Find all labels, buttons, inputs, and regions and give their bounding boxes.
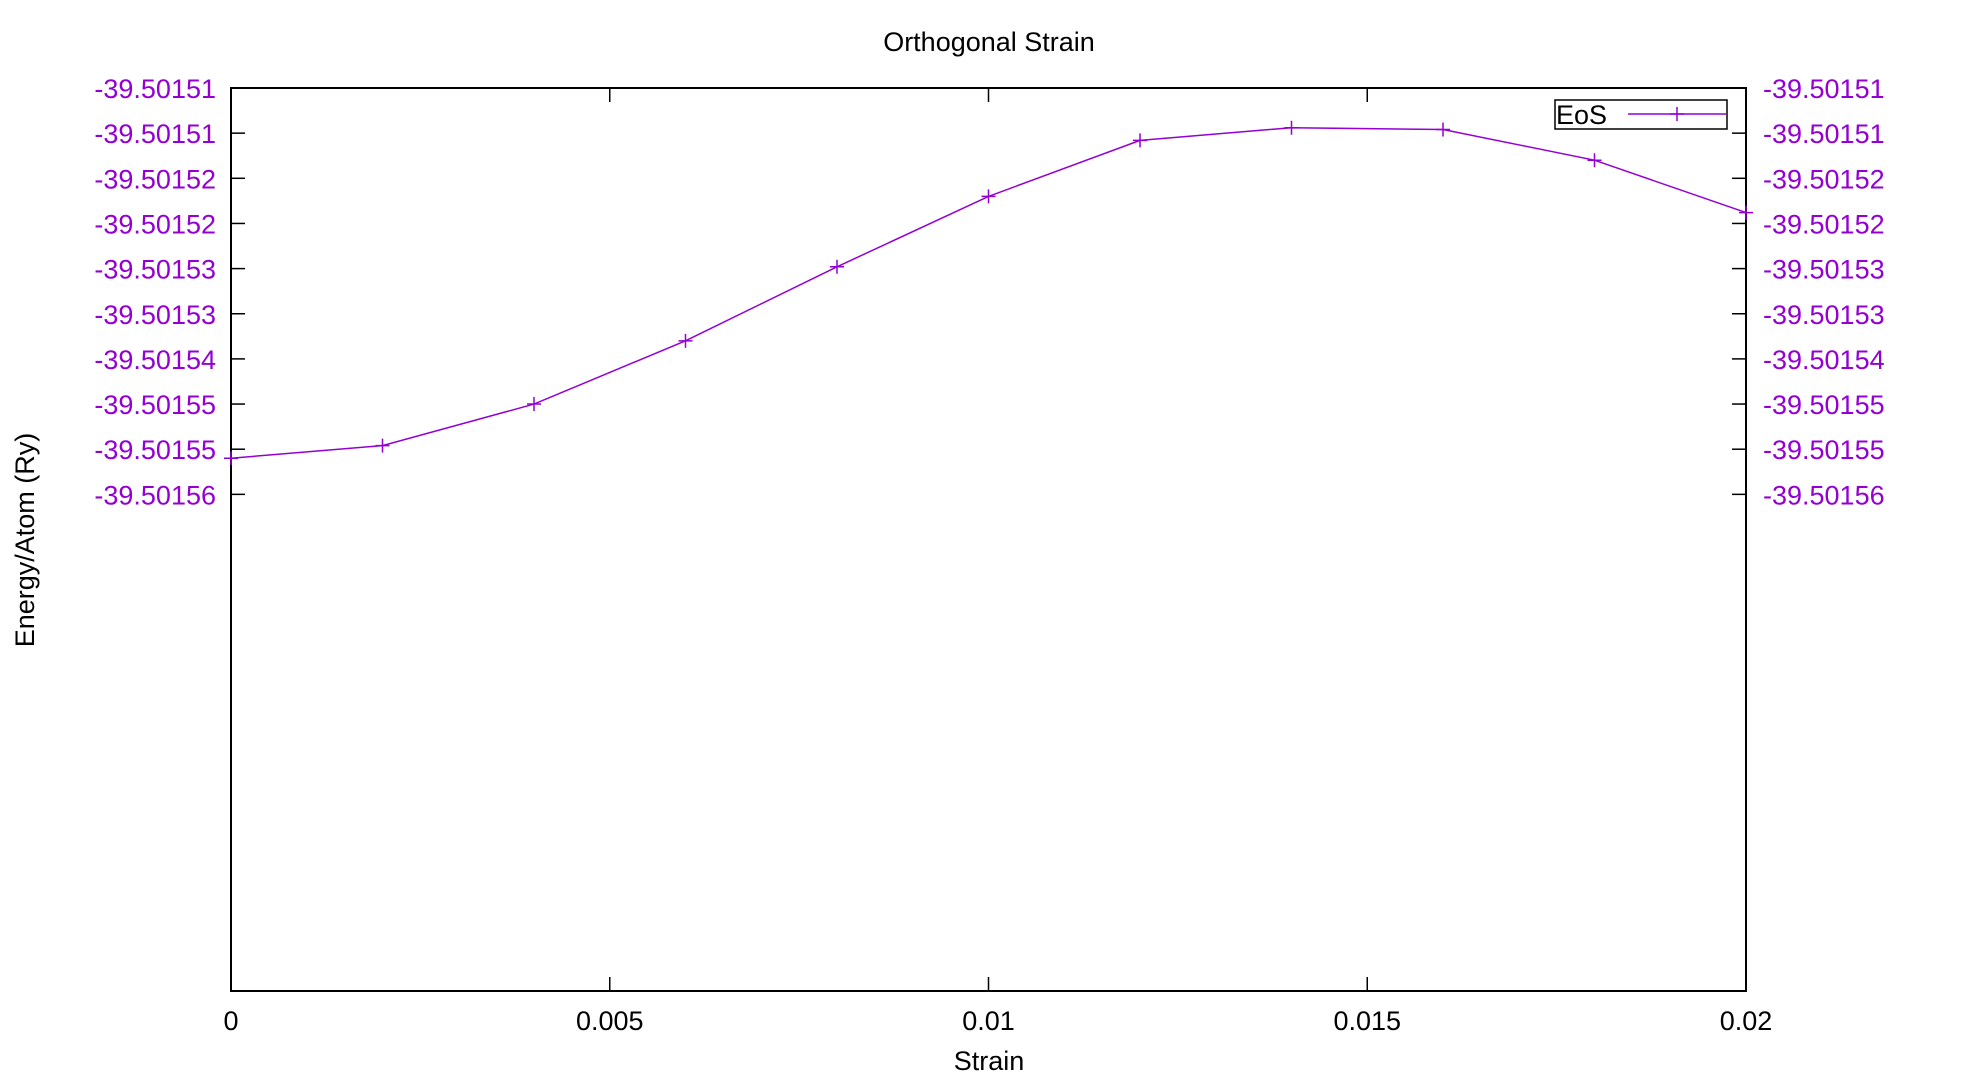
series-layer bbox=[224, 120, 1753, 466]
y-tick-label-left-8: -39.50155 bbox=[94, 435, 216, 465]
data-point-7 bbox=[1284, 120, 1299, 135]
y-tick-label-left-1: -39.50151 bbox=[94, 119, 216, 149]
data-point-0 bbox=[224, 451, 238, 466]
x-tick-label-2: 0.01 bbox=[962, 1006, 1015, 1036]
y-tick-label-left-2: -39.50152 bbox=[94, 164, 216, 194]
y-tick-label-right-4: -39.50153 bbox=[1763, 255, 1885, 285]
plot-frame bbox=[230, 87, 1747, 992]
x-tick-label-1: 0.005 bbox=[576, 1006, 644, 1036]
y-tick-label-right-0: -39.50151 bbox=[1763, 74, 1885, 104]
x-tick-labels: 0 0.005 0.01 0.015 0.02 bbox=[223, 1006, 1772, 1036]
data-point-2 bbox=[527, 397, 541, 412]
data-point-8 bbox=[1436, 122, 1450, 137]
x-tick-label-4: 0.02 bbox=[1720, 1006, 1773, 1036]
y-tick-label-right-3: -39.50152 bbox=[1763, 209, 1885, 239]
data-point-5 bbox=[981, 189, 996, 204]
data-point-10 bbox=[1739, 205, 1753, 220]
y-tick-label-left-5: -39.50153 bbox=[94, 300, 216, 330]
data-point-6 bbox=[1133, 133, 1147, 148]
y-tick-labels: -39.50151 -39.50151 -39.50151 -39.50151 -39.… bbox=[94, 74, 1884, 510]
series-line-0 bbox=[230, 126, 1747, 459]
y-tick-label-right-5: -39.50153 bbox=[1763, 300, 1885, 330]
y-tick-label-right-8: -39.50155 bbox=[1763, 435, 1885, 465]
y-tick-label-right-1: -39.50151 bbox=[1763, 119, 1885, 149]
y-tick-label-right-2: -39.50152 bbox=[1763, 164, 1885, 194]
y-tick-label-left-9: -39.50156 bbox=[94, 480, 216, 510]
x-tick-label-0: 0 bbox=[223, 1006, 238, 1036]
y-tick-label-left-6: -39.50154 bbox=[94, 345, 216, 375]
y-tick-label-left-7: -39.50155 bbox=[94, 390, 216, 420]
y-tick-label-left-0: -39.50151 bbox=[94, 74, 216, 104]
y-axis-label: Energy/Atom (Ry) bbox=[10, 433, 40, 648]
data-point-4 bbox=[830, 259, 844, 274]
tick-marks bbox=[230, 87, 1747, 991]
legend: EoS bbox=[1554, 99, 1728, 130]
y-tick-label-right-9: -39.50156 bbox=[1763, 480, 1885, 510]
data-point-1 bbox=[375, 438, 390, 453]
x-tick-label-3: 0.015 bbox=[1333, 1006, 1401, 1036]
legend-label: EoS bbox=[1556, 100, 1607, 130]
data-point-9 bbox=[1587, 153, 1602, 168]
data-point-3 bbox=[678, 333, 693, 348]
chart-title: Orthogonal Strain bbox=[883, 27, 1095, 57]
legend-marker bbox=[1670, 107, 1684, 121]
y-tick-label-right-7: -39.50155 bbox=[1763, 390, 1885, 420]
y-tick-label-right-6: -39.50154 bbox=[1763, 345, 1885, 375]
x-axis-label: Strain bbox=[954, 1046, 1025, 1076]
y-tick-label-left-4: -39.50153 bbox=[94, 255, 216, 285]
y-tick-label-left-3: -39.50152 bbox=[94, 209, 216, 239]
